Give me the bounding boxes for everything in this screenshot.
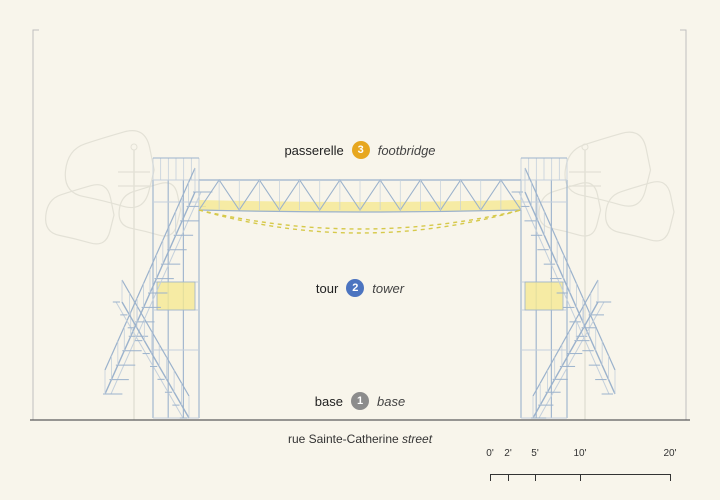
annotation-en: tower xyxy=(372,281,404,296)
scale-tick-label: 10' xyxy=(573,448,586,459)
annotation-en: base xyxy=(377,394,405,409)
scale-tick-label: 2' xyxy=(504,448,511,459)
street-caption: rue Sainte-Catherine street xyxy=(0,432,720,446)
elevation-drawing xyxy=(0,0,720,500)
annotation-badge: 2 xyxy=(346,279,364,297)
annotation-base: base 1 base xyxy=(0,392,720,410)
annotation-en: footbridge xyxy=(378,143,436,158)
scale-tick-label: 0' xyxy=(486,448,493,459)
annotation-badge: 1 xyxy=(351,392,369,410)
annotation-fr: passerelle xyxy=(284,143,343,158)
caption-fr: rue Sainte-Catherine xyxy=(288,432,402,446)
scale-tick-label: 5' xyxy=(531,448,538,459)
annotation-fr: base xyxy=(315,394,343,409)
caption-en: street xyxy=(402,432,432,446)
scale-bar: 0'2'5'10'20' xyxy=(490,462,670,482)
annotation-footbridge: passerelle 3 footbridge xyxy=(0,141,720,159)
annotation-fr: tour xyxy=(316,281,338,296)
annotation-badge: 3 xyxy=(352,141,370,159)
scale-tick-label: 20' xyxy=(663,448,676,459)
annotation-tower: tour 2 tower xyxy=(0,279,720,297)
